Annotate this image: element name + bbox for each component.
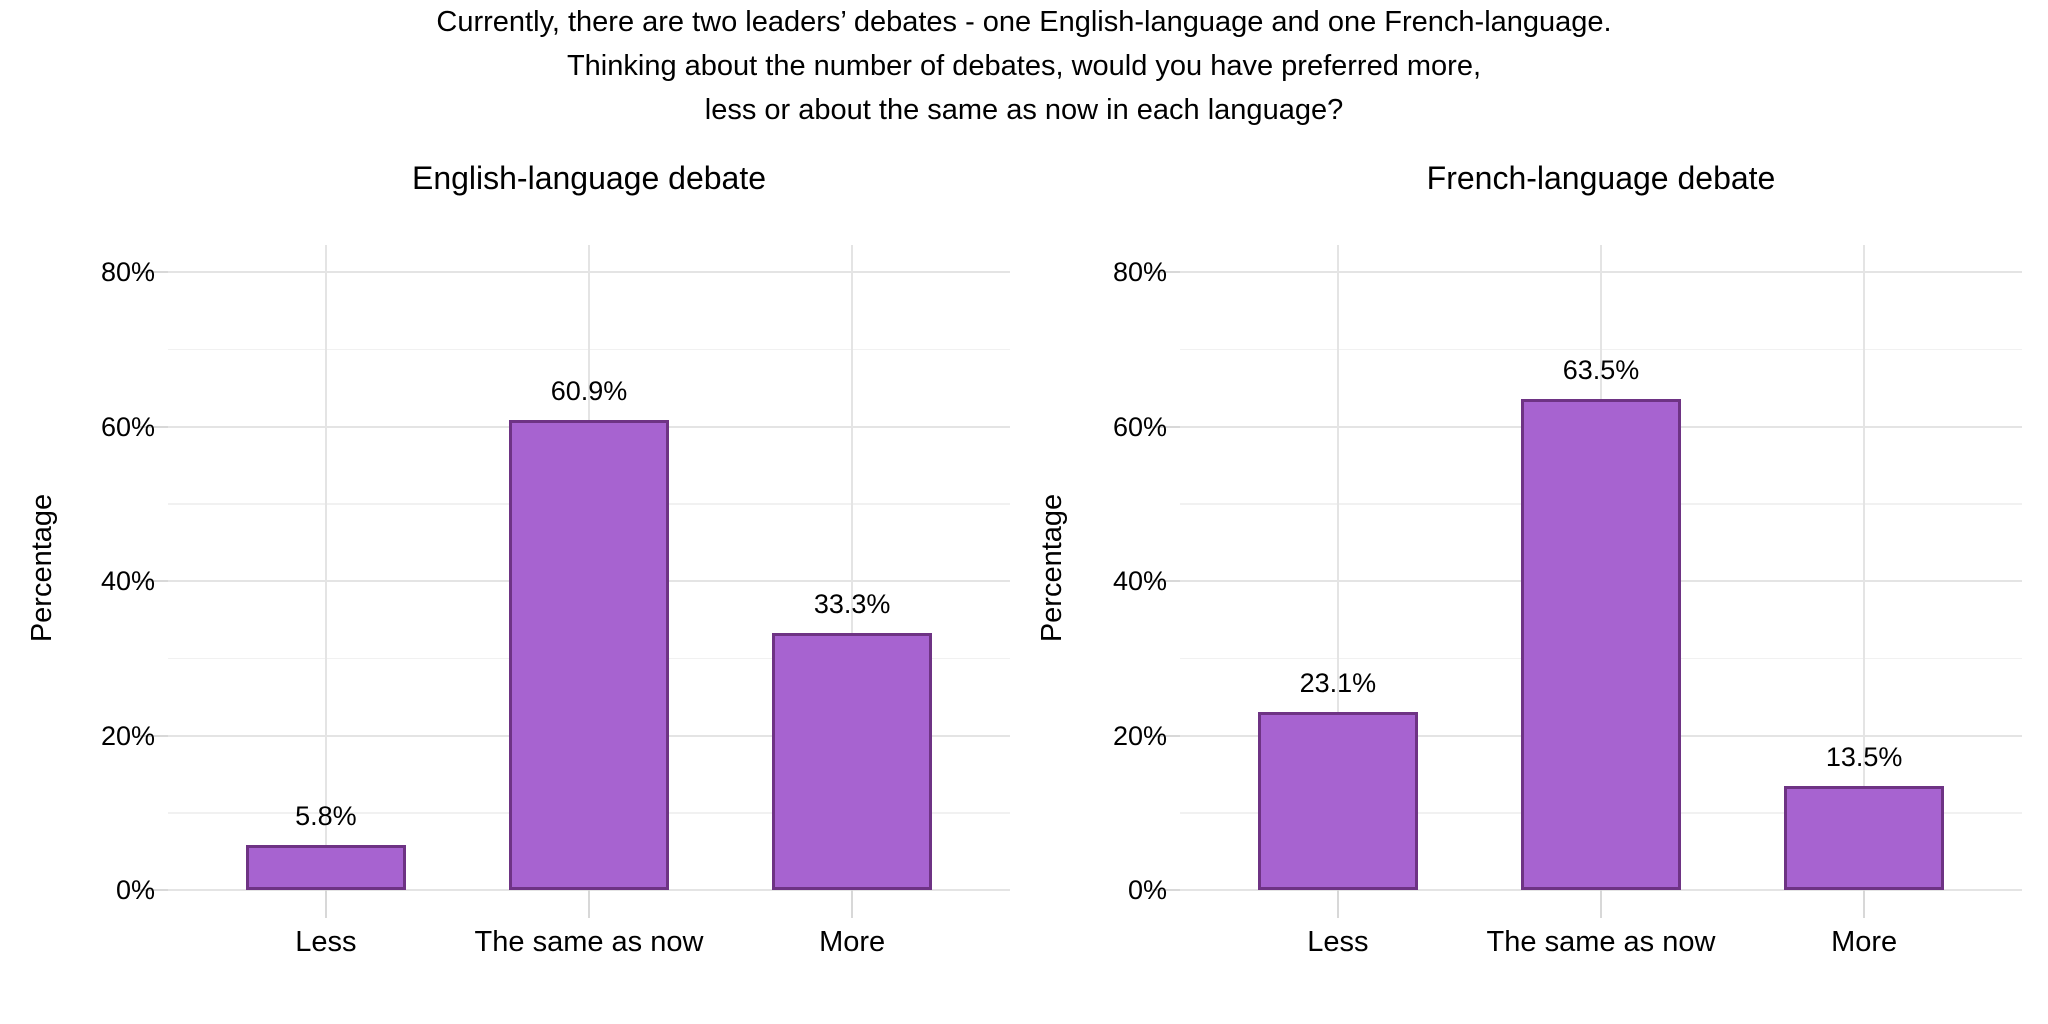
subplot-title: French-language debate: [1426, 160, 1776, 196]
y-tick-label: 60%: [100, 411, 155, 442]
x-tick: [1600, 890, 1602, 918]
y-tick: [140, 580, 168, 582]
x-tick: [851, 890, 854, 918]
y-tick: [140, 271, 168, 273]
bar-value-label: 13.5%: [1825, 741, 1903, 772]
category-gridline: [851, 245, 854, 890]
y-tick-label: 0%: [115, 875, 155, 905]
y-tick: [1152, 889, 1180, 891]
category-gridline: [1863, 245, 1866, 890]
x-category-label: More: [1831, 926, 1898, 958]
bar: [1784, 785, 1945, 890]
y-tick-label: 80%: [1112, 257, 1167, 287]
y-tick: [1152, 425, 1180, 428]
category-gridline: [324, 245, 327, 890]
bar: [245, 845, 406, 890]
y-tick-label: 20%: [100, 720, 155, 751]
y-tick: [140, 734, 168, 737]
x-tick: [588, 890, 590, 918]
y-tick-label: 40%: [100, 566, 155, 596]
bar-value-label: 23.1%: [1299, 667, 1377, 698]
x-tick: [1863, 890, 1866, 918]
y-tick: [140, 425, 168, 428]
y-tick: [1152, 580, 1180, 582]
bar-value-label: 33.3%: [813, 588, 891, 619]
bar: [1257, 711, 1418, 890]
y-tick-label: 80%: [100, 257, 155, 287]
bar: [772, 632, 933, 890]
bar-value-label: 60.9%: [550, 375, 628, 406]
x-tick: [1336, 890, 1339, 918]
bar-value-label: 5.8%: [295, 801, 357, 832]
category-gridline: [1336, 245, 1339, 890]
main-title-line-3: less or about the same as now in each la…: [704, 94, 1344, 126]
x-category-label: The same as now: [1486, 926, 1716, 958]
x-category-label: Less: [295, 926, 357, 958]
main-title-line-2: Thinking about the number of debates, wo…: [566, 50, 1482, 82]
main-title: Currently, there are two leaders’ debate…: [0, 0, 2048, 132]
y-tick-label: 20%: [1112, 720, 1167, 751]
y-tick-label: 0%: [1127, 875, 1167, 905]
bar: [509, 419, 669, 890]
x-category-label: More: [819, 926, 886, 958]
y-tick-label: 60%: [1112, 411, 1167, 442]
y-tick-label: 40%: [1112, 566, 1167, 596]
main-title-line-1: Currently, there are two leaders’ debate…: [436, 6, 1612, 38]
x-category-label: Less: [1307, 926, 1369, 958]
y-tick: [1152, 734, 1180, 737]
x-category-label: The same as now: [474, 926, 704, 958]
y-tick: [140, 889, 168, 891]
x-tick: [324, 890, 327, 918]
subplot-title: English-language debate: [411, 160, 767, 196]
bar-value-label: 63.5%: [1562, 355, 1640, 386]
bar: [1521, 399, 1681, 890]
y-tick: [1152, 271, 1180, 273]
